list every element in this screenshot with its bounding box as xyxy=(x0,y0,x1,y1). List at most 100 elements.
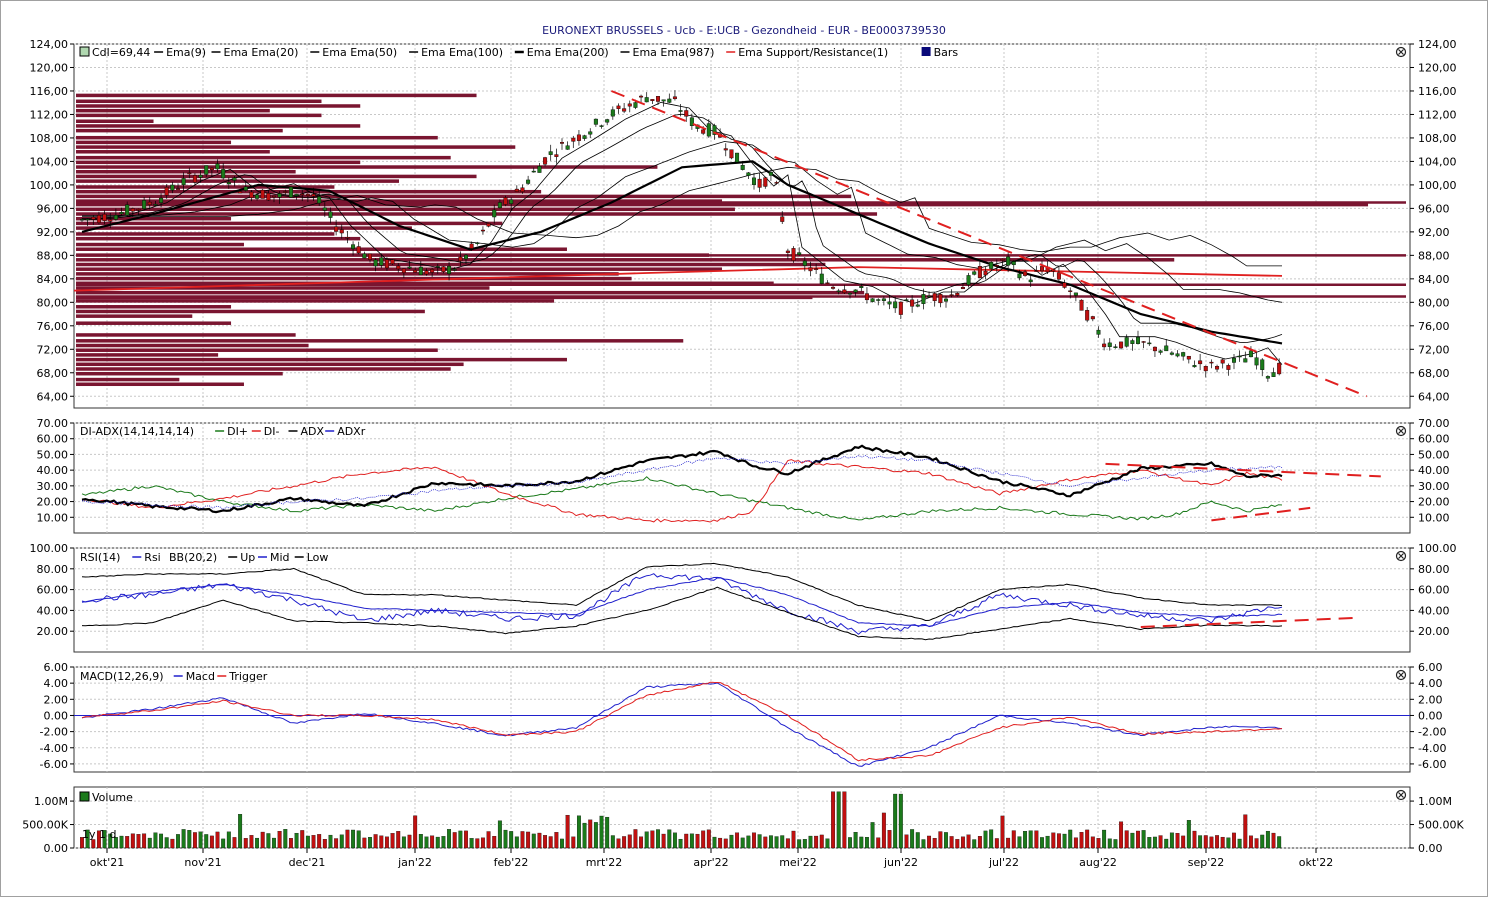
volume-bar xyxy=(430,835,435,849)
y-tick-label-left: 0.00 xyxy=(44,709,69,722)
volume-bar xyxy=(622,836,627,849)
candle-body xyxy=(288,186,293,198)
volume-bar xyxy=(1203,835,1208,849)
candle-body xyxy=(582,135,587,139)
candle-body xyxy=(768,171,773,176)
y-tick-label-right: 30.00 xyxy=(1418,480,1450,493)
volume-profile-bar xyxy=(76,299,555,303)
y-tick-label-left: 64,00 xyxy=(37,390,69,403)
volume-bar xyxy=(108,833,113,849)
candle-body xyxy=(266,192,271,201)
candle-body xyxy=(1231,357,1236,363)
candle-body xyxy=(1028,279,1033,283)
legend-entry: Ema Ema(200) xyxy=(527,46,609,59)
dashed-trendline xyxy=(1105,462,1381,478)
volume-profile-bar xyxy=(76,104,361,108)
volume-profile-bar xyxy=(76,290,865,295)
volume-bar xyxy=(1000,815,1005,849)
candle-body xyxy=(1164,345,1169,352)
volume-bar xyxy=(1079,832,1084,849)
candle-body xyxy=(1051,268,1056,272)
candle-body xyxy=(334,226,339,232)
candle-body xyxy=(1158,350,1163,353)
candle-body xyxy=(283,191,288,193)
volume-bar xyxy=(819,834,824,849)
volume-bar xyxy=(864,836,869,849)
legend-entry: BB(20,2) xyxy=(169,551,217,564)
volume-bar xyxy=(351,829,356,849)
candle-body xyxy=(1141,341,1146,343)
volume-bar xyxy=(718,837,723,849)
candle-body xyxy=(1119,341,1124,349)
x-tick-label: mei'22 xyxy=(779,856,817,869)
volume-bar xyxy=(712,836,717,849)
y-tick-label-right: 0.00 xyxy=(1418,842,1443,855)
candle-body xyxy=(814,268,819,270)
candle-body xyxy=(1056,272,1061,280)
candle-body xyxy=(1102,343,1107,348)
volume-bar xyxy=(740,837,745,849)
candle-body xyxy=(576,134,581,141)
volume-bar xyxy=(588,819,593,849)
volume-bar xyxy=(85,829,90,849)
candle-body xyxy=(825,282,830,284)
candle-body xyxy=(921,294,926,304)
y-tick-label-left: 30.00 xyxy=(37,480,69,493)
volume-bar xyxy=(910,829,915,849)
candle-body xyxy=(639,95,644,98)
volume-profile-bar xyxy=(76,212,878,216)
y-tick-label-left: -4.00 xyxy=(40,742,68,755)
panel-frame xyxy=(73,547,1411,653)
candle-body xyxy=(452,269,457,271)
candle-body xyxy=(119,211,124,215)
volume-bar xyxy=(802,839,807,849)
legend-entry: Ema Ema(20) xyxy=(224,46,299,59)
candle-body xyxy=(441,266,446,272)
volume-bar xyxy=(1186,820,1191,849)
volume-bar xyxy=(526,831,531,849)
candle-body xyxy=(181,178,186,186)
volume-bar xyxy=(983,830,988,849)
x-tick-label: jun'22 xyxy=(883,856,918,869)
y-tick-label-right: 112,00 xyxy=(1418,108,1457,121)
candle-body xyxy=(520,187,525,192)
y-tick-label-left: 120,00 xyxy=(30,61,69,74)
volume-bar xyxy=(1107,838,1112,849)
volume-bar xyxy=(441,836,446,849)
candle-body xyxy=(1220,359,1225,364)
candle-body xyxy=(136,208,141,211)
volume-bar xyxy=(136,834,141,849)
legend-entry: DI-ADX(14,14,14,14) xyxy=(80,425,194,438)
candle-body xyxy=(497,202,502,209)
volume-bar xyxy=(814,835,819,849)
volume-bar xyxy=(379,835,384,849)
y-tick-label-left: 40.00 xyxy=(37,604,69,617)
y-tick-label-left: 84,00 xyxy=(37,273,69,286)
candle-body xyxy=(893,301,898,309)
volume-bar xyxy=(610,835,615,849)
volume-bar xyxy=(1124,830,1129,849)
candle-body xyxy=(712,125,717,135)
x-tick-label: mrt'22 xyxy=(586,856,623,869)
y-tick-label-right: 120,00 xyxy=(1418,61,1457,74)
volume-profile-bar xyxy=(76,119,154,123)
candle-body xyxy=(1068,290,1073,292)
volume-profile-bar xyxy=(76,165,658,169)
candle-body xyxy=(938,294,943,304)
close-icon-cross xyxy=(1398,428,1404,434)
candle-body xyxy=(656,96,661,102)
candle-body xyxy=(322,207,327,211)
legend-entry: Cdl=69,44 xyxy=(92,46,150,59)
volume-bar xyxy=(1130,832,1135,849)
candle-body xyxy=(780,216,785,222)
volume-bar xyxy=(831,791,836,849)
candle-body xyxy=(672,96,677,100)
volume-bar xyxy=(537,832,542,849)
volume-profile-bar xyxy=(76,262,826,267)
candle-body xyxy=(622,108,627,112)
candle-body xyxy=(1096,329,1101,335)
volume-bar xyxy=(1034,830,1039,849)
volume-bar xyxy=(543,835,548,849)
candle-body xyxy=(1169,352,1174,355)
candle-body xyxy=(819,273,824,284)
